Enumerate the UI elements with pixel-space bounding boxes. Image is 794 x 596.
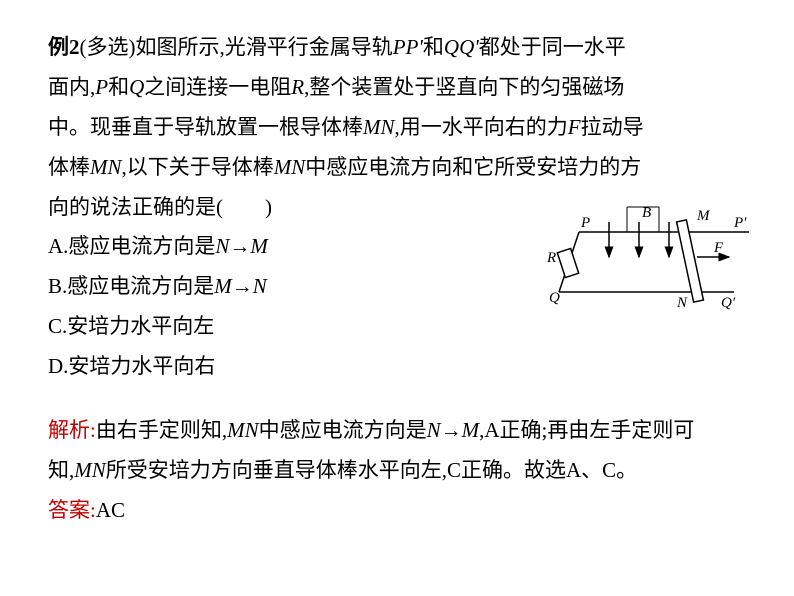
t1b: 和 xyxy=(423,35,444,59)
option-d: D.安培力水平向右 xyxy=(48,347,746,387)
q: Q xyxy=(129,75,144,99)
f: F xyxy=(568,115,581,139)
label-F: F xyxy=(713,240,724,256)
label-N: N xyxy=(676,295,688,311)
pp: PP' xyxy=(393,35,423,59)
t3c: 拉动导 xyxy=(581,115,644,139)
s-mn: MN xyxy=(227,418,259,442)
mn: MN xyxy=(363,115,395,139)
t3a: 中。现垂直于导轨放置一根导体棒 xyxy=(48,115,363,139)
label-Pprime: P′ xyxy=(733,215,747,231)
s1: 由右手定则知, xyxy=(96,418,227,442)
tag: (多选) xyxy=(80,35,136,59)
qq: QQ' xyxy=(444,35,479,59)
t5: 向的说法正确的是( ) xyxy=(48,195,272,219)
s3: ,A正确;再由左手定则可 xyxy=(479,418,694,442)
s4: 知, xyxy=(48,458,74,482)
t3b: ,用一水平向右的力 xyxy=(395,115,568,139)
t1: 如图所示,光滑平行金属导轨 xyxy=(136,35,393,59)
r: R xyxy=(291,75,304,99)
example-number: 例2 xyxy=(48,35,80,59)
label-R: R xyxy=(546,250,556,266)
t2a: 面内, xyxy=(48,75,95,99)
label-Qprime: Q′ xyxy=(721,295,736,311)
t4a: 体棒 xyxy=(48,155,90,179)
answer-label: 答案: xyxy=(48,498,96,522)
solution-block: 解析:由右手定则知,MN中感应电流方向是N→M,A正确;再由左手定则可 知,MN… xyxy=(48,411,746,531)
t2b: 和 xyxy=(108,75,129,99)
p: P xyxy=(95,75,108,99)
s-mn2: MN xyxy=(74,458,106,482)
t2d: ,整个装置处于竖直向下的匀强磁场 xyxy=(304,75,624,99)
t4c: 中感应电流方向和它所受安培力的方 xyxy=(305,155,641,179)
label-M: M xyxy=(696,208,711,224)
label-Q: Q xyxy=(549,290,560,306)
solution-label: 解析: xyxy=(48,418,96,442)
circuit-diagram: P P′ Q Q′ M N B R F xyxy=(539,202,759,322)
t2c: 之间连接一电阻 xyxy=(144,75,291,99)
mn3: MN xyxy=(274,155,306,179)
label-P: P xyxy=(580,215,590,231)
s2: 中感应电流方向是 xyxy=(259,418,427,442)
s5: 所受安培力方向垂直导体棒水平向左,C正确。故选A、C。 xyxy=(106,458,637,482)
problem-text: 例2(多选)如图所示,光滑平行金属导轨PP'和QQ'都处于同一水平 面内,P和Q… xyxy=(48,28,746,227)
t1c: 都处于同一水平 xyxy=(479,35,626,59)
mn2: MN xyxy=(90,155,122,179)
s-nm: N→M xyxy=(427,418,480,442)
t4b: ,以下关于导体棒 xyxy=(122,155,274,179)
answer-value: AC xyxy=(96,498,125,522)
